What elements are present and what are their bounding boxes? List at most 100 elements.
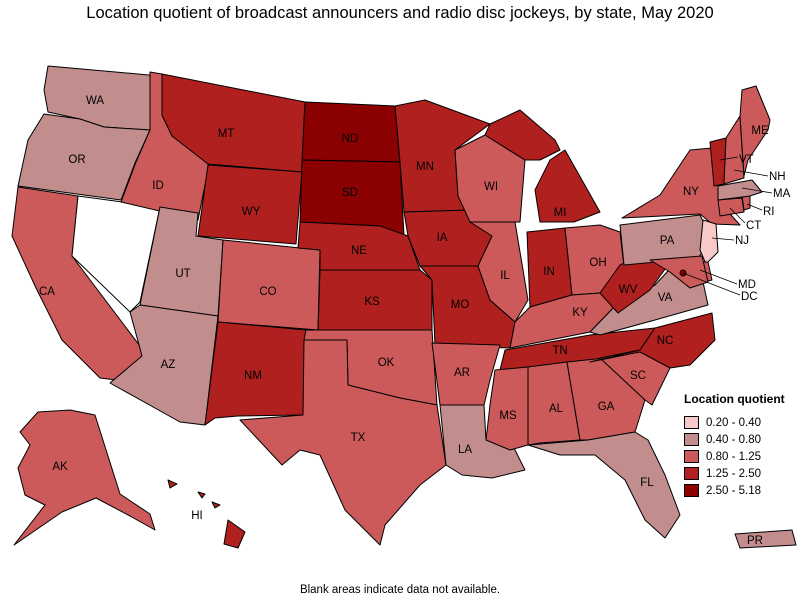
label-TN: TN — [552, 345, 567, 357]
state-ND — [301, 101, 401, 163]
state-AL — [527, 361, 581, 446]
state-WY — [197, 164, 303, 245]
legend-label: 0.40 - 0.80 — [706, 433, 761, 446]
legend-label: 1.25 - 2.50 — [706, 467, 761, 480]
map-legend: Location quotient 0.20 - 0.40 0.40 - 0.8… — [684, 392, 785, 500]
state-NC — [589, 312, 716, 369]
label-MD: MD — [738, 279, 756, 291]
legend-item: 1.25 - 2.50 — [684, 466, 785, 481]
label-NC: NC — [657, 335, 674, 347]
label-OK: OK — [378, 357, 395, 369]
label-ME: ME — [751, 125, 769, 137]
map-title: Location quotient of broadcast announcer… — [86, 4, 714, 22]
label-MA: MA — [773, 188, 791, 200]
label-WV: WV — [619, 284, 638, 296]
label-GA: GA — [598, 401, 615, 413]
label-OR: OR — [68, 154, 85, 166]
label-OH: OH — [589, 257, 606, 269]
label-CO: CO — [259, 286, 276, 298]
label-LA: LA — [458, 444, 472, 456]
label-CA: CA — [39, 286, 55, 298]
state-KS — [317, 269, 433, 331]
state-NJ — [699, 219, 719, 265]
legend-swatch — [684, 450, 699, 463]
label-MS: MS — [499, 410, 517, 422]
label-AK: AK — [52, 461, 68, 473]
legend-item: 2.50 - 5.18 — [684, 483, 785, 498]
footnote: Blank areas indicate data not available. — [299, 584, 501, 596]
label-IA: IA — [437, 232, 448, 244]
label-IL: IL — [500, 270, 510, 282]
label-MI: MI — [554, 207, 567, 219]
state-AK — [13, 409, 156, 546]
state-MI — [484, 109, 601, 223]
state-CT — [717, 197, 745, 217]
label-CT: CT — [746, 220, 761, 232]
leader-vt — [719, 156, 739, 161]
label-VT: VT — [739, 154, 754, 166]
legend-label: 0.20 - 0.40 — [706, 416, 761, 429]
label-PR: PR — [747, 535, 763, 547]
label-WY: WY — [242, 206, 261, 218]
label-NY: NY — [683, 186, 699, 198]
label-AZ: AZ — [161, 359, 176, 371]
legend-swatch — [684, 416, 699, 429]
label-WA: WA — [86, 95, 104, 107]
state-AR — [431, 342, 501, 406]
label-MT: MT — [218, 128, 235, 140]
label-NE: NE — [351, 245, 367, 257]
legend-label: 0.80 - 1.25 — [706, 450, 761, 463]
state-LA — [439, 404, 526, 479]
leader-nj — [711, 237, 735, 241]
label-NH: NH — [769, 171, 786, 183]
label-DC: DC — [741, 291, 758, 303]
state-HI — [167, 479, 246, 549]
label-NJ: NJ — [735, 235, 749, 247]
leader-dc — [682, 272, 741, 296]
leader-ct — [729, 207, 746, 224]
state-FL — [527, 431, 681, 539]
legend-item: 0.40 - 0.80 — [684, 432, 785, 447]
state-PR — [734, 529, 797, 549]
label-TX: TX — [351, 432, 366, 444]
leader-nh — [733, 169, 769, 177]
state-OR — [17, 113, 151, 201]
label-FL: FL — [640, 477, 654, 489]
legend-swatch — [684, 433, 699, 446]
label-VA: VA — [658, 292, 673, 304]
label-HI: HI — [191, 510, 203, 522]
legend-label: 2.50 - 5.18 — [706, 484, 761, 497]
label-SD: SD — [342, 187, 358, 199]
label-ID: ID — [152, 180, 164, 192]
state-ME — [739, 85, 771, 177]
label-SC: SC — [630, 370, 646, 382]
legend-swatch — [684, 467, 699, 480]
state-TX — [239, 339, 447, 546]
state-IL — [469, 221, 529, 323]
state-AZ — [109, 304, 219, 426]
label-NM: NM — [244, 370, 262, 382]
label-KY: KY — [572, 307, 588, 319]
leader-md — [699, 269, 738, 285]
leader-ri — [746, 203, 763, 211]
label-WI: WI — [484, 181, 498, 193]
label-AL: AL — [549, 403, 564, 415]
label-RI: RI — [763, 206, 775, 218]
legend-item: 0.80 - 1.25 — [684, 449, 785, 464]
label-MN: MN — [416, 161, 434, 173]
label-UT: UT — [175, 268, 190, 280]
label-KS: KS — [364, 296, 380, 308]
legend-swatch — [684, 484, 699, 497]
label-ND: ND — [342, 133, 359, 145]
label-IN: IN — [543, 266, 555, 278]
state-NH — [723, 115, 745, 185]
state-MA — [717, 179, 763, 201]
state-CO — [217, 239, 321, 331]
state-MD — [649, 255, 709, 289]
legend-item: 0.20 - 0.40 — [684, 415, 785, 430]
label-AR: AR — [454, 367, 470, 379]
label-MO: MO — [451, 299, 470, 311]
label-PA: PA — [660, 235, 675, 247]
leader-ma — [741, 187, 773, 194]
